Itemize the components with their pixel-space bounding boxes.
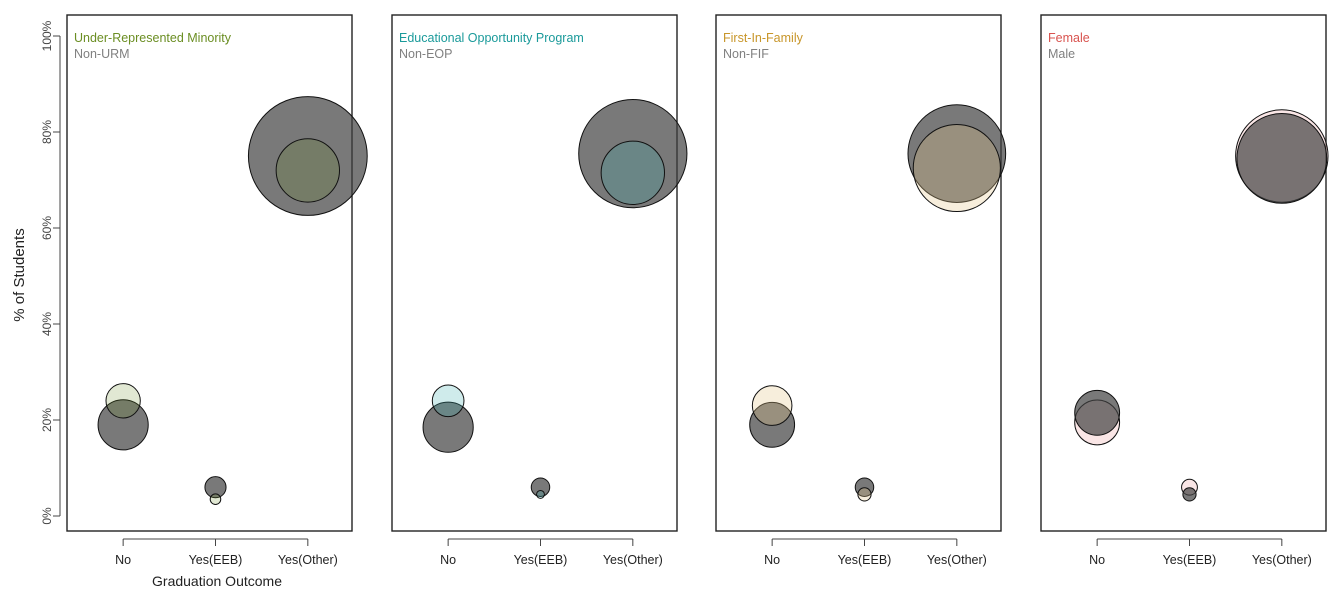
x-tick-label: Yes(EEB) [1163, 553, 1217, 567]
legend-entry: Female [1048, 31, 1090, 45]
x-tick-label: Yes(EEB) [514, 553, 568, 567]
bubble-no-series-1 [751, 385, 793, 426]
y-tick-label: 20% [40, 408, 54, 432]
bubble-yes-eeb-series-1 [209, 493, 222, 505]
y-tick-label: 100% [40, 20, 54, 51]
x-tick-label: No [440, 553, 456, 567]
bubble-no-series-2 [1074, 389, 1121, 436]
bubble-yes-other-series-1 [600, 140, 666, 205]
legend-entry: Non-EOP [399, 47, 453, 61]
panel-frame [66, 14, 353, 532]
bubble-no-series-1 [105, 383, 141, 419]
bubble-no-series-2 [749, 401, 796, 448]
x-tick-label: No [1089, 553, 1105, 567]
x-tick-label: Yes(Other) [1252, 553, 1312, 567]
x-tick-label: Yes(EEB) [838, 553, 892, 567]
panels: Under-Represented Minority Non-URM No Yes(E… [66, 14, 1329, 567]
bubble-yes-other-series-2 [1236, 113, 1328, 204]
x-axis: No Yes(EEB) Yes(Other) [440, 538, 663, 567]
bubble-yes-other-series-2 [907, 104, 1007, 203]
y-axis-ticks: 0% 20% 40% 60% 80% 100% [40, 20, 60, 525]
bubble-yes-eeb-series-1 [536, 489, 545, 499]
bubble-yes-eeb-series-1 [857, 487, 872, 502]
x-axis: No Yes(EEB) Yes(Other) [1089, 538, 1312, 567]
bubble-yes-eeb-series-2 [1182, 487, 1197, 502]
x-axis: No Yes(EEB) Yes(Other) [764, 538, 987, 567]
legend-entry: Male [1048, 47, 1075, 61]
legend-entry: Non-URM [74, 47, 130, 61]
panel-1: Under-Represented Minority Non-URM No Yes(E… [66, 14, 368, 567]
bubble-yes-eeb-series-2 [204, 476, 227, 499]
panel-4: Female Male No Yes(EEB) Yes(Other) [1040, 14, 1329, 567]
bubble-no-series-2 [422, 401, 474, 453]
bubble-yes-other-series-1 [275, 138, 341, 203]
y-tick-label: 0% [40, 507, 54, 525]
legend-entry: Educational Opportunity Program [399, 31, 584, 45]
x-tick-label: No [115, 553, 131, 567]
y-axis-title: % of Students [11, 228, 28, 321]
x-tick-label: Yes(Other) [603, 553, 663, 567]
y-axis: 0% 20% 40% 60% 80% 100% [40, 20, 61, 525]
x-tick-label: Yes(EEB) [189, 553, 243, 567]
x-axis-title: Graduation Outcome [152, 573, 282, 589]
bubble-no-series-1 [431, 384, 465, 418]
panel-3: First-In-Family Non-FIF No Yes(EEB) Yes(Othe… [715, 14, 1007, 567]
panel-2: Educational Opportunity Program Non-EOP No… [391, 14, 688, 567]
panel-frame [391, 14, 678, 532]
bubble-yes-other-series-1 [912, 123, 1001, 213]
x-axis: No Yes(EEB) Yes(Other) [115, 538, 338, 567]
legend-entry: Non-FIF [723, 47, 769, 61]
bubble-yes-eeb-series-2 [530, 477, 551, 497]
y-tick-label: 60% [40, 216, 54, 240]
y-tick-label: 80% [40, 120, 54, 144]
bubble-yes-other-series-2 [247, 96, 368, 216]
x-tick-label: Yes(Other) [278, 553, 338, 567]
x-tick-label: No [764, 553, 780, 567]
bubble-yes-eeb-series-2 [854, 477, 875, 497]
legend-entry: Under-Represented Minority [74, 31, 232, 45]
panel-frame [1040, 14, 1327, 532]
panel-frame [715, 14, 1002, 532]
legend-entry: First-In-Family [723, 31, 804, 45]
y-tick-label: 40% [40, 312, 54, 336]
x-tick-label: Yes(Other) [927, 553, 987, 567]
bubble-yes-other-series-2 [578, 98, 688, 209]
